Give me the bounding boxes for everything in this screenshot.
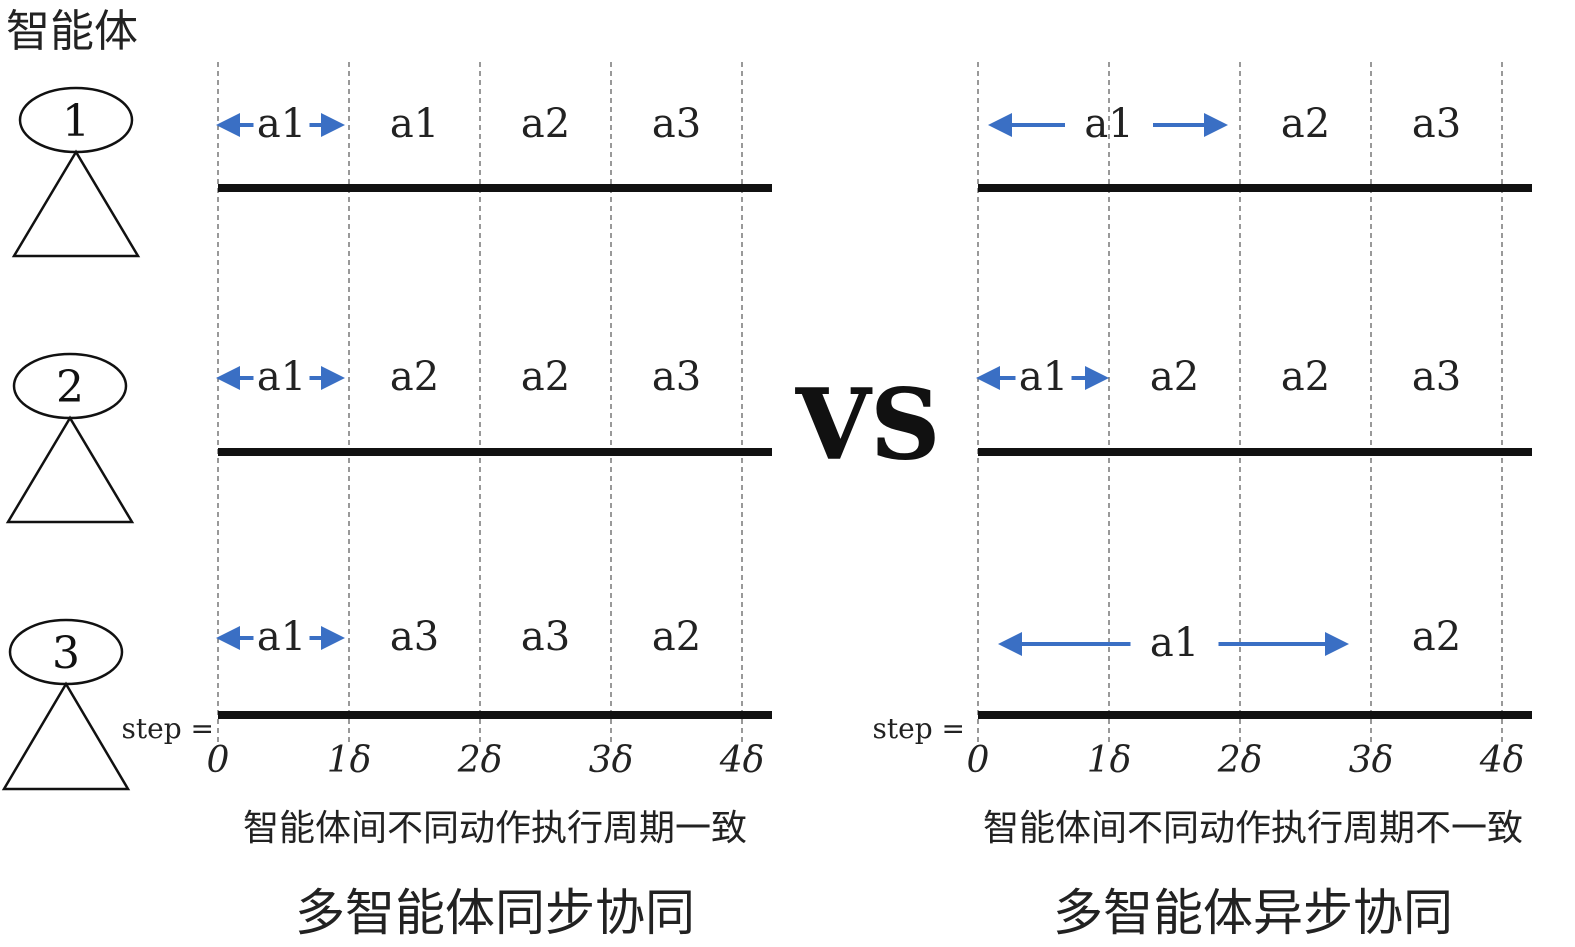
async-timeline-1: [978, 184, 1532, 192]
agent-1-icon: 1: [11, 86, 141, 258]
async-tick-label-0: 0: [967, 740, 990, 781]
sync-tick-label-1: 1δ: [327, 740, 372, 781]
sync-tick-label-0: 0: [207, 740, 230, 781]
sync-row-1-action-2: a1: [390, 101, 439, 147]
agent-1-number: 1: [62, 96, 90, 147]
sync-row-2-action-4: a3: [652, 354, 701, 400]
async-row-3-action-2: a2: [1412, 614, 1461, 660]
sync-tick-label-3: 3δ: [589, 740, 634, 781]
async-row-2-action-2: a2: [1150, 354, 1199, 400]
sync-row-2-action-3: a2: [521, 354, 570, 400]
agent-3-icon: 3: [1, 618, 131, 791]
sync-row-1-action-1-label: a1: [257, 101, 306, 147]
async-tick-label-1: 1δ: [1087, 740, 1132, 781]
sync-tick-label-2: 2δ: [457, 740, 503, 781]
async-row-2-action-1-label: a1: [1019, 354, 1068, 400]
sync-row-1-action-3: a2: [521, 101, 570, 147]
sync-timeline-1: [218, 184, 772, 192]
sync-timeline-3: [218, 711, 772, 719]
sync-title: 多智能体同步协同: [295, 884, 695, 942]
vs-label: VS: [795, 368, 940, 481]
async-timeline-3: [978, 711, 1532, 719]
async-row-3-action-1-label: a1: [1150, 620, 1199, 666]
sync-row-2-action-1-label: a1: [257, 354, 306, 400]
async-step-label: step =: [873, 712, 965, 745]
sync-row-3-action-2: a3: [390, 614, 439, 660]
async-tick-label-2: 2δ: [1217, 740, 1263, 781]
sync-row-3-action-4: a2: [652, 614, 701, 660]
async-title: 多智能体异步协同: [1053, 884, 1453, 942]
async-row-1-action-3: a3: [1412, 101, 1461, 147]
sync-row-3-action-1-label: a1: [257, 614, 306, 660]
agent-3-number: 3: [52, 628, 80, 679]
sync-step-label: step =: [122, 712, 214, 745]
async-tick-label-3: 3δ: [1349, 740, 1394, 781]
sync-row-1-action-4: a3: [652, 101, 701, 147]
agent-2-number: 2: [56, 362, 84, 413]
async-row-1-action-2: a2: [1281, 101, 1330, 147]
sync-timeline-2: [218, 448, 772, 456]
async-tick-label-4: 4δ: [1479, 740, 1525, 781]
sync-tick-label-4: 4δ: [719, 740, 765, 781]
sync-panel: 0 1δ 2δ 3δ 4δ a1 a1 a2 a3 a1 a2 a2 a3 a1 a3 a3 a2: [207, 62, 772, 781]
sync-note: 智能体间不同动作执行周期一致: [243, 808, 747, 849]
async-timeline-2: [978, 448, 1532, 456]
sync-row-2-action-2: a2: [390, 354, 439, 400]
async-row-2-action-3: a2: [1281, 354, 1330, 400]
sync-row-3-action-3: a3: [521, 614, 570, 660]
async-note: 智能体间不同动作执行周期不一致: [983, 808, 1523, 849]
async-panel: 0 1δ 2δ 3δ 4δ a1 a2 a3 a1 a2 a2 a3 a1 a2: [967, 62, 1532, 781]
agents-header: 智能体: [6, 6, 138, 57]
agent-2-icon: 2: [5, 352, 135, 524]
async-row-2-action-4: a3: [1412, 354, 1461, 400]
async-row-1-action-1-label: a1: [1084, 101, 1133, 147]
